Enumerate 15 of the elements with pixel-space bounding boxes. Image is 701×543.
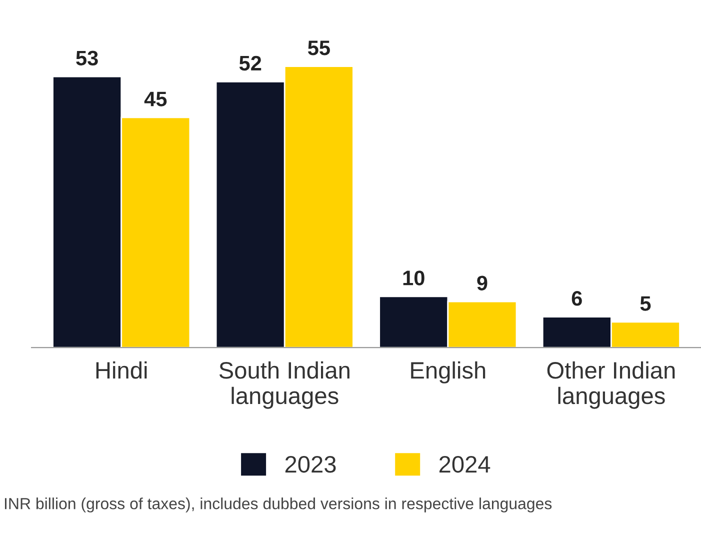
x-tick-label: English xyxy=(411,361,486,384)
data-label: 55 xyxy=(308,40,330,56)
data-label: 10 xyxy=(403,270,424,286)
x-tick-label: Other Indian languages xyxy=(547,361,675,409)
data-label: 5 xyxy=(640,296,651,311)
legend-label: 2023 xyxy=(285,456,336,473)
legend-label: 2024 xyxy=(439,456,490,473)
data-label: 9 xyxy=(477,276,488,290)
text: INR billion (gross of taxes), includes dubbed versions in respective languages xyxy=(4,498,552,512)
data-label: 53 xyxy=(76,50,98,66)
data-label: 45 xyxy=(144,92,167,106)
x-tick-label: South Indian languages xyxy=(219,361,350,409)
data-label: 6 xyxy=(572,291,582,306)
data-label: 52 xyxy=(239,56,262,71)
x-tick-label: Hindi xyxy=(96,361,147,379)
